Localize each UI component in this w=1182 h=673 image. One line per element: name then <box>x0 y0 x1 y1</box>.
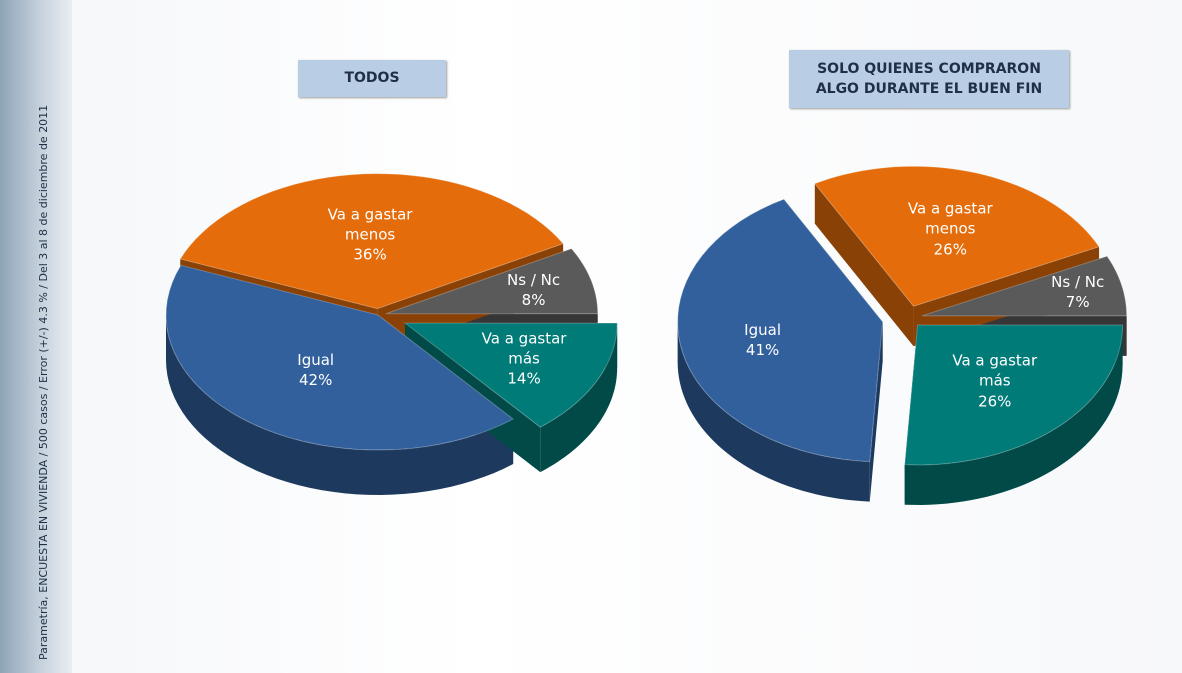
slice <box>403 322 618 428</box>
value-label: 14% <box>507 369 541 388</box>
slice-wall <box>869 321 883 502</box>
slice <box>385 248 599 315</box>
slice <box>165 264 515 451</box>
slice-side <box>677 321 870 502</box>
slice-side <box>540 323 618 473</box>
slice <box>921 255 1128 317</box>
side-strip <box>0 0 72 673</box>
data-label: Ns / Nc 8% <box>479 269 589 310</box>
category-label: Va a gastar menos <box>327 205 413 244</box>
category-label: Igual <box>297 350 335 369</box>
data-label: Va a gastar menos 36% <box>315 204 425 265</box>
category-label: Va a gastar más <box>952 351 1038 390</box>
value-label: 8% <box>521 290 546 309</box>
value-label: 42% <box>299 370 333 389</box>
value-label: 26% <box>933 240 967 259</box>
category-label: Va a gastar menos <box>907 199 993 238</box>
data-label: Va a gastar más 14% <box>469 328 579 389</box>
data-label: Va a gastar más 26% <box>940 351 1050 412</box>
slice <box>813 165 1100 307</box>
slice <box>677 198 884 463</box>
value-label: 41% <box>745 341 780 360</box>
chart-title: TODOS <box>298 60 446 97</box>
value-label: 7% <box>1065 293 1090 312</box>
data-label: Igual 42% <box>261 349 371 390</box>
chart-title: SOLO QUIENES COMPRARON ALGO DURANTE EL B… <box>789 50 1069 108</box>
category-label: Ns / Nc <box>507 270 561 289</box>
value-label: 36% <box>353 245 387 264</box>
slice-side <box>904 324 1123 505</box>
slice-wall <box>814 183 914 347</box>
slice-side <box>166 315 514 495</box>
value-label: 26% <box>978 392 1012 411</box>
slice <box>904 324 1124 466</box>
data-label: Ns / Nc 7% <box>1023 272 1133 313</box>
slice <box>179 173 565 310</box>
category-label: Ns / Nc <box>1051 272 1105 291</box>
data-label: Igual 41% <box>708 320 818 361</box>
category-label: Va a gastar más <box>481 329 567 368</box>
data-label: Va a gastar menos 26% <box>895 199 1005 260</box>
source-note: Parametría, ENCUESTA EN VIVIENDA / 500 c… <box>37 104 50 660</box>
category-label: Igual <box>744 320 781 339</box>
